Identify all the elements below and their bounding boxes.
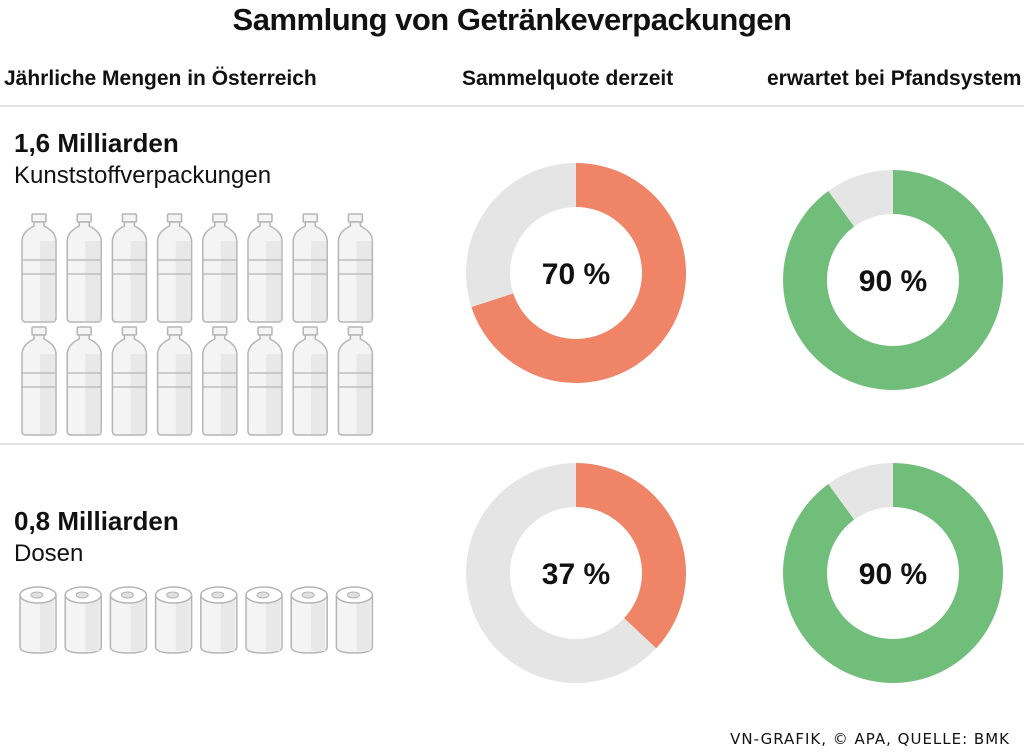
donut-remainder-segment xyxy=(828,463,893,520)
bottle-icon xyxy=(292,326,328,436)
bottle-icon xyxy=(21,213,57,323)
donut-value-label: 90 % xyxy=(859,558,927,591)
donut-value-label: 37 % xyxy=(542,558,610,591)
bottle-icon xyxy=(337,326,374,436)
chart-title: Sammlung von Getränkeverpackungen xyxy=(232,2,792,37)
can-icon xyxy=(109,586,148,654)
donut-value-label: 70 % xyxy=(542,258,610,291)
bottle-icon xyxy=(156,213,193,323)
bottle-icon xyxy=(156,326,193,436)
can-icon xyxy=(200,586,238,654)
donut-remainder-segment xyxy=(828,170,893,227)
donut-plastic-expected: 90 % xyxy=(783,170,1003,390)
can-icon xyxy=(154,586,193,654)
plastic-label: Kunststoffverpackungen xyxy=(14,162,272,189)
pictogram-area xyxy=(19,213,374,654)
donut-value-segment xyxy=(576,463,686,649)
donut-value-segment xyxy=(783,463,1003,683)
donut-remainder-segment xyxy=(466,463,657,683)
can-icon xyxy=(245,586,283,654)
bottle-icon xyxy=(66,213,102,323)
bottle-icon xyxy=(111,213,148,323)
bottle-icon xyxy=(21,326,57,436)
can-icon xyxy=(335,586,374,654)
donut-can-current: 37 % xyxy=(466,463,686,683)
can-icon xyxy=(290,586,328,654)
bottle-icon xyxy=(66,326,102,436)
can-amount: 0,8 Milliarden xyxy=(14,506,179,536)
bottle-icon xyxy=(247,213,283,323)
source-credit: VN-GRAFIK, © APA, QUELLE: BMK xyxy=(730,730,1010,748)
donut-remainder-segment xyxy=(466,163,576,307)
can-label: Dosen xyxy=(14,540,84,567)
header-divider xyxy=(0,105,1024,107)
donut-can-expected: 90 % xyxy=(783,463,1003,683)
donut-plastic-current: 70 % xyxy=(466,163,686,383)
donut-value-segment xyxy=(783,170,1003,390)
bottle-icon xyxy=(202,213,238,323)
can-icon xyxy=(64,586,102,654)
column-header-amounts: Jährliche Mengen in Österreich xyxy=(4,67,317,90)
row-divider xyxy=(0,443,1024,445)
column-header-expected: erwartet bei Pfandsystem xyxy=(767,67,1022,90)
bottle-icon xyxy=(111,326,148,436)
can-pictograms xyxy=(19,586,374,654)
can-icon xyxy=(19,586,57,654)
donut-value-label: 90 % xyxy=(859,265,927,298)
column-header-current: Sammelquote derzeit xyxy=(462,67,674,90)
bottle-icon xyxy=(202,326,238,436)
plastic-amount: 1,6 Milliarden xyxy=(14,128,179,158)
bottle-icon xyxy=(337,213,374,323)
plastic-bottle-pictograms xyxy=(21,213,374,436)
donut-value-segment xyxy=(471,163,686,383)
bottle-icon xyxy=(247,326,283,436)
bottle-icon xyxy=(292,213,328,323)
